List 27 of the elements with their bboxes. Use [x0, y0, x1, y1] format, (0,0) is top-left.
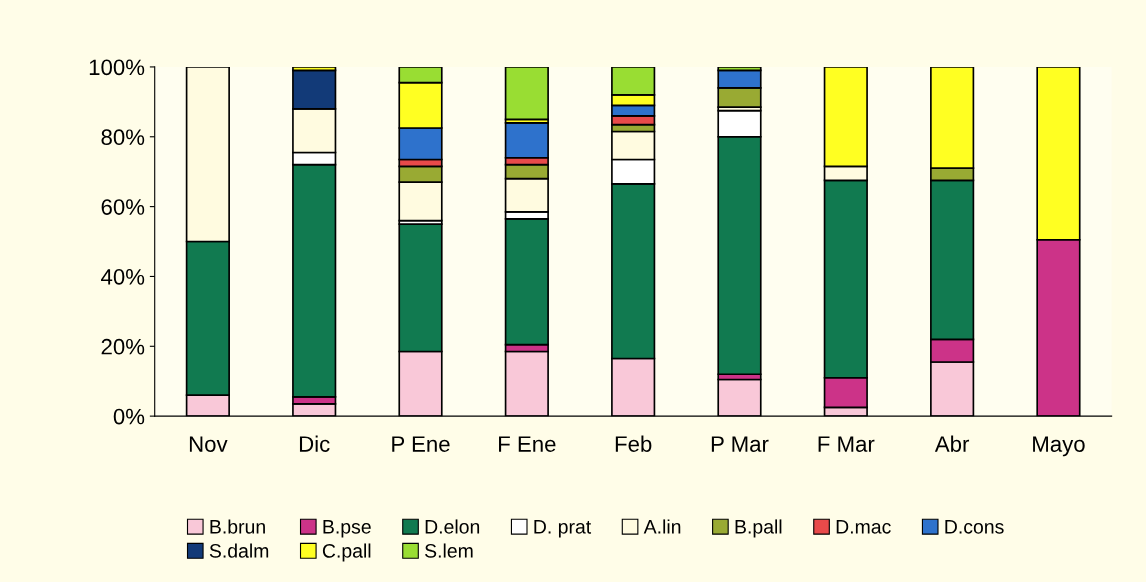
- legend-label: B.pse: [323, 520, 371, 538]
- y-tick-label: 100%: [89, 59, 145, 76]
- x-tick-label: Nov: [189, 436, 228, 452]
- legend-label: B.pall: [735, 519, 782, 538]
- y-tick-label: 80%: [101, 129, 145, 146]
- x-tick-label: Feb: [615, 435, 652, 452]
- x-tick-label: Abr: [934, 435, 970, 452]
- x-tick-label: F Ene: [499, 436, 556, 452]
- bar: [504, 66, 549, 121]
- y-tick-label: 40%: [101, 268, 145, 285]
- legend-label: C.pall: [322, 543, 371, 562]
- legend-label: S.dalm: [209, 543, 269, 558]
- x-tick-label: Mayo: [1033, 436, 1085, 457]
- x-tick-label: P Ene: [392, 436, 450, 452]
- legend-label: D.cons: [945, 520, 1004, 534]
- legend-label: S.lem: [425, 543, 473, 558]
- x-tick-label: F Mar: [818, 436, 875, 452]
- x-tick-label: P Mar: [711, 436, 769, 452]
- y-tick-label: 20%: [101, 338, 145, 355]
- legend-label: D. prat: [534, 520, 592, 538]
- legend-label: D.elon: [425, 519, 480, 534]
- y-tick-label: 0%: [113, 408, 145, 425]
- legend-label: B.brun: [210, 519, 265, 534]
- y-tick-label: 60%: [101, 199, 145, 215]
- legend-label: D.mac: [836, 520, 891, 534]
- legend-label: A.lin: [643, 519, 681, 534]
- x-tick-label: Dic: [299, 435, 330, 452]
